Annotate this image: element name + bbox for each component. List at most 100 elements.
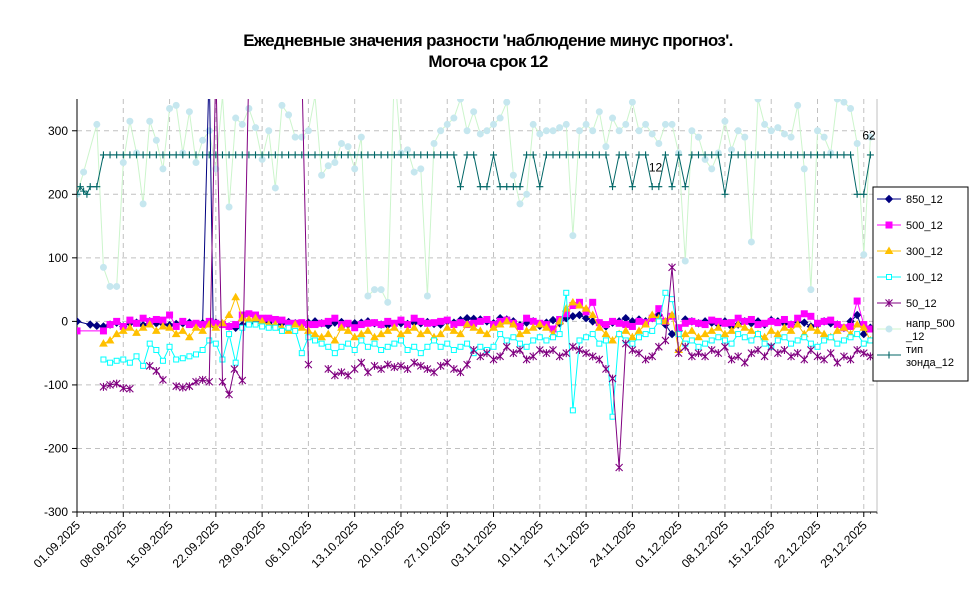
data-point: [193, 351, 200, 358]
data-point: [866, 133, 874, 141]
data-point: [509, 171, 517, 179]
data-point: [694, 319, 702, 327]
data-point: [648, 183, 656, 191]
data-point: [854, 331, 861, 338]
data-point: [146, 151, 154, 159]
data-point: [589, 127, 597, 135]
data-point: [383, 326, 393, 334]
data-point: [317, 332, 326, 341]
data-point: [271, 151, 279, 159]
data-point: [628, 99, 636, 106]
data-point: [437, 343, 444, 350]
data-point: [430, 368, 438, 377]
data-point: [265, 151, 273, 159]
data-point: [595, 151, 603, 159]
data-point: [376, 329, 386, 338]
data-point: [522, 355, 531, 364]
data-point: [727, 326, 736, 334]
data-point: [424, 343, 431, 350]
data-point: [542, 323, 551, 331]
data-point: [469, 323, 479, 331]
data-point: [773, 349, 782, 358]
data-point: [840, 99, 848, 106]
data-point: [132, 328, 141, 336]
data-point: [251, 313, 260, 322]
data-point: [464, 340, 471, 347]
data-point: [218, 318, 227, 327]
data-point: [628, 183, 636, 191]
data-point: [265, 324, 272, 331]
data-point: [232, 359, 239, 366]
data-point: [747, 315, 755, 323]
data-point: [86, 183, 94, 191]
data-point: [291, 151, 299, 159]
data-point: [721, 342, 729, 351]
data-point: [80, 187, 88, 195]
data-point: [389, 323, 399, 331]
data-point: [661, 120, 669, 128]
data-point: [754, 345, 762, 354]
data-point: [800, 151, 808, 159]
chart-title-line1: Ежедневные значения разности 'наблюдение…: [243, 31, 733, 50]
data-point: [667, 329, 677, 339]
data-point: [522, 326, 531, 334]
data-point: [364, 319, 372, 327]
data-point: [118, 326, 128, 334]
data-point: [681, 183, 689, 191]
data-point: [489, 355, 498, 364]
data-point: [146, 340, 153, 347]
data-point: [364, 343, 371, 350]
data-point: [92, 321, 102, 331]
data-point: [568, 312, 578, 321]
data-point: [423, 365, 432, 374]
data-point: [410, 168, 418, 176]
data-point: [417, 350, 424, 357]
data-point: [780, 151, 788, 159]
data-point: [358, 337, 365, 344]
data-point: [290, 320, 300, 328]
data-point: [93, 120, 101, 128]
data-point: [615, 151, 623, 159]
data-point: [397, 151, 405, 159]
data-point: [351, 324, 359, 332]
data-point: [403, 326, 412, 334]
data-point: [588, 310, 598, 319]
data-point: [502, 342, 511, 351]
data-point: [852, 310, 862, 320]
data-point: [106, 380, 114, 389]
data-point: [99, 382, 108, 391]
x-tick-label: 29.12.2025: [818, 518, 871, 571]
data-point: [363, 326, 373, 334]
data-point: [305, 334, 312, 341]
data-point: [192, 377, 200, 386]
data-point: [853, 139, 861, 147]
data-point: [126, 151, 134, 159]
data-point: [476, 183, 484, 191]
data-point: [608, 374, 617, 383]
data-point: [463, 151, 471, 159]
data-point: [462, 320, 472, 328]
data-point: [178, 326, 188, 334]
data-point: [688, 151, 696, 159]
data-point: [225, 390, 233, 399]
data-point: [503, 183, 511, 191]
legend-label: 50_12: [906, 298, 937, 310]
data-point: [371, 319, 379, 327]
data-point: [549, 345, 557, 354]
data-point: [523, 151, 531, 159]
data-point: [417, 317, 425, 325]
data-point: [827, 151, 835, 159]
data-point: [635, 349, 643, 358]
data-point: [278, 151, 286, 159]
data-point: [589, 331, 596, 338]
data-point: [312, 337, 319, 344]
data-point: [212, 165, 220, 173]
data-point: [186, 353, 193, 360]
data-point: [747, 238, 755, 246]
data-point: [821, 337, 828, 344]
data-point: [628, 345, 637, 354]
data-point: [113, 357, 120, 364]
data-point: [688, 337, 695, 344]
data-point: [337, 139, 345, 147]
data-point: [252, 151, 260, 159]
